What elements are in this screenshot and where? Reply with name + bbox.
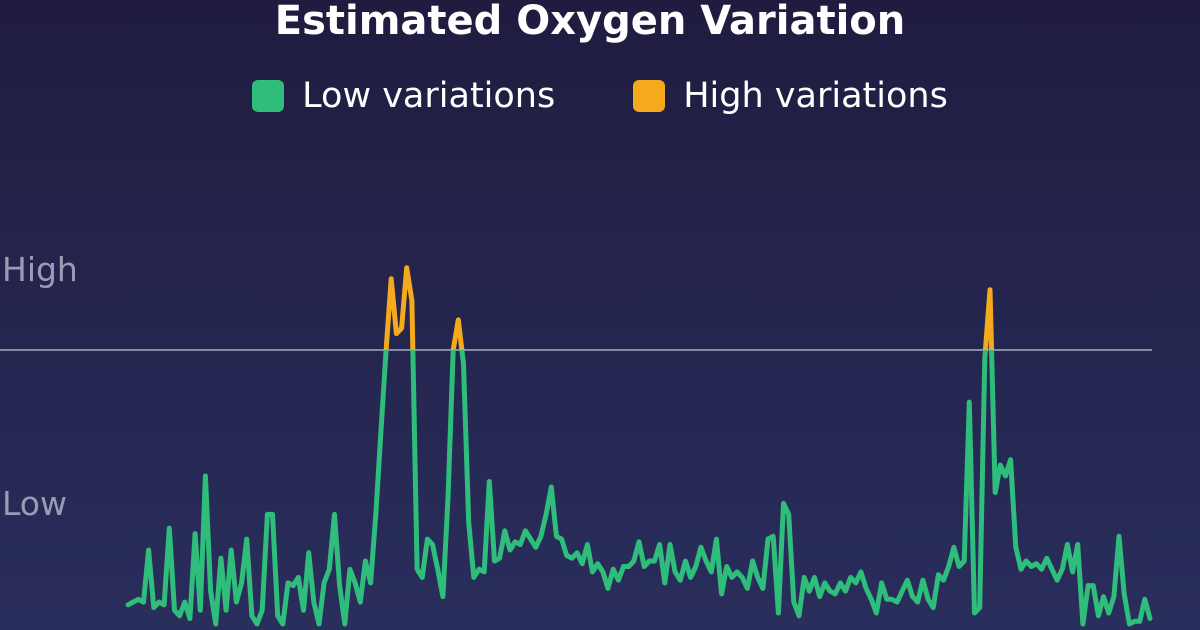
- legend: Low variations High variations: [0, 76, 1200, 116]
- legend-label-low: Low variations: [302, 76, 556, 116]
- legend-item-low: Low variations: [252, 76, 555, 116]
- y-label-low: Low: [2, 484, 67, 523]
- legend-label-high: High variations: [683, 76, 948, 116]
- y-label-high: High: [2, 250, 78, 289]
- legend-swatch-low: [252, 80, 285, 112]
- series-line-high: [383, 265, 995, 350]
- legend-item-high: High variations: [633, 76, 948, 116]
- series-line-low: [125, 350, 1153, 627]
- chart-title: Estimated Oxygen Variation: [274, 0, 906, 44]
- legend-swatch-high: [633, 80, 666, 112]
